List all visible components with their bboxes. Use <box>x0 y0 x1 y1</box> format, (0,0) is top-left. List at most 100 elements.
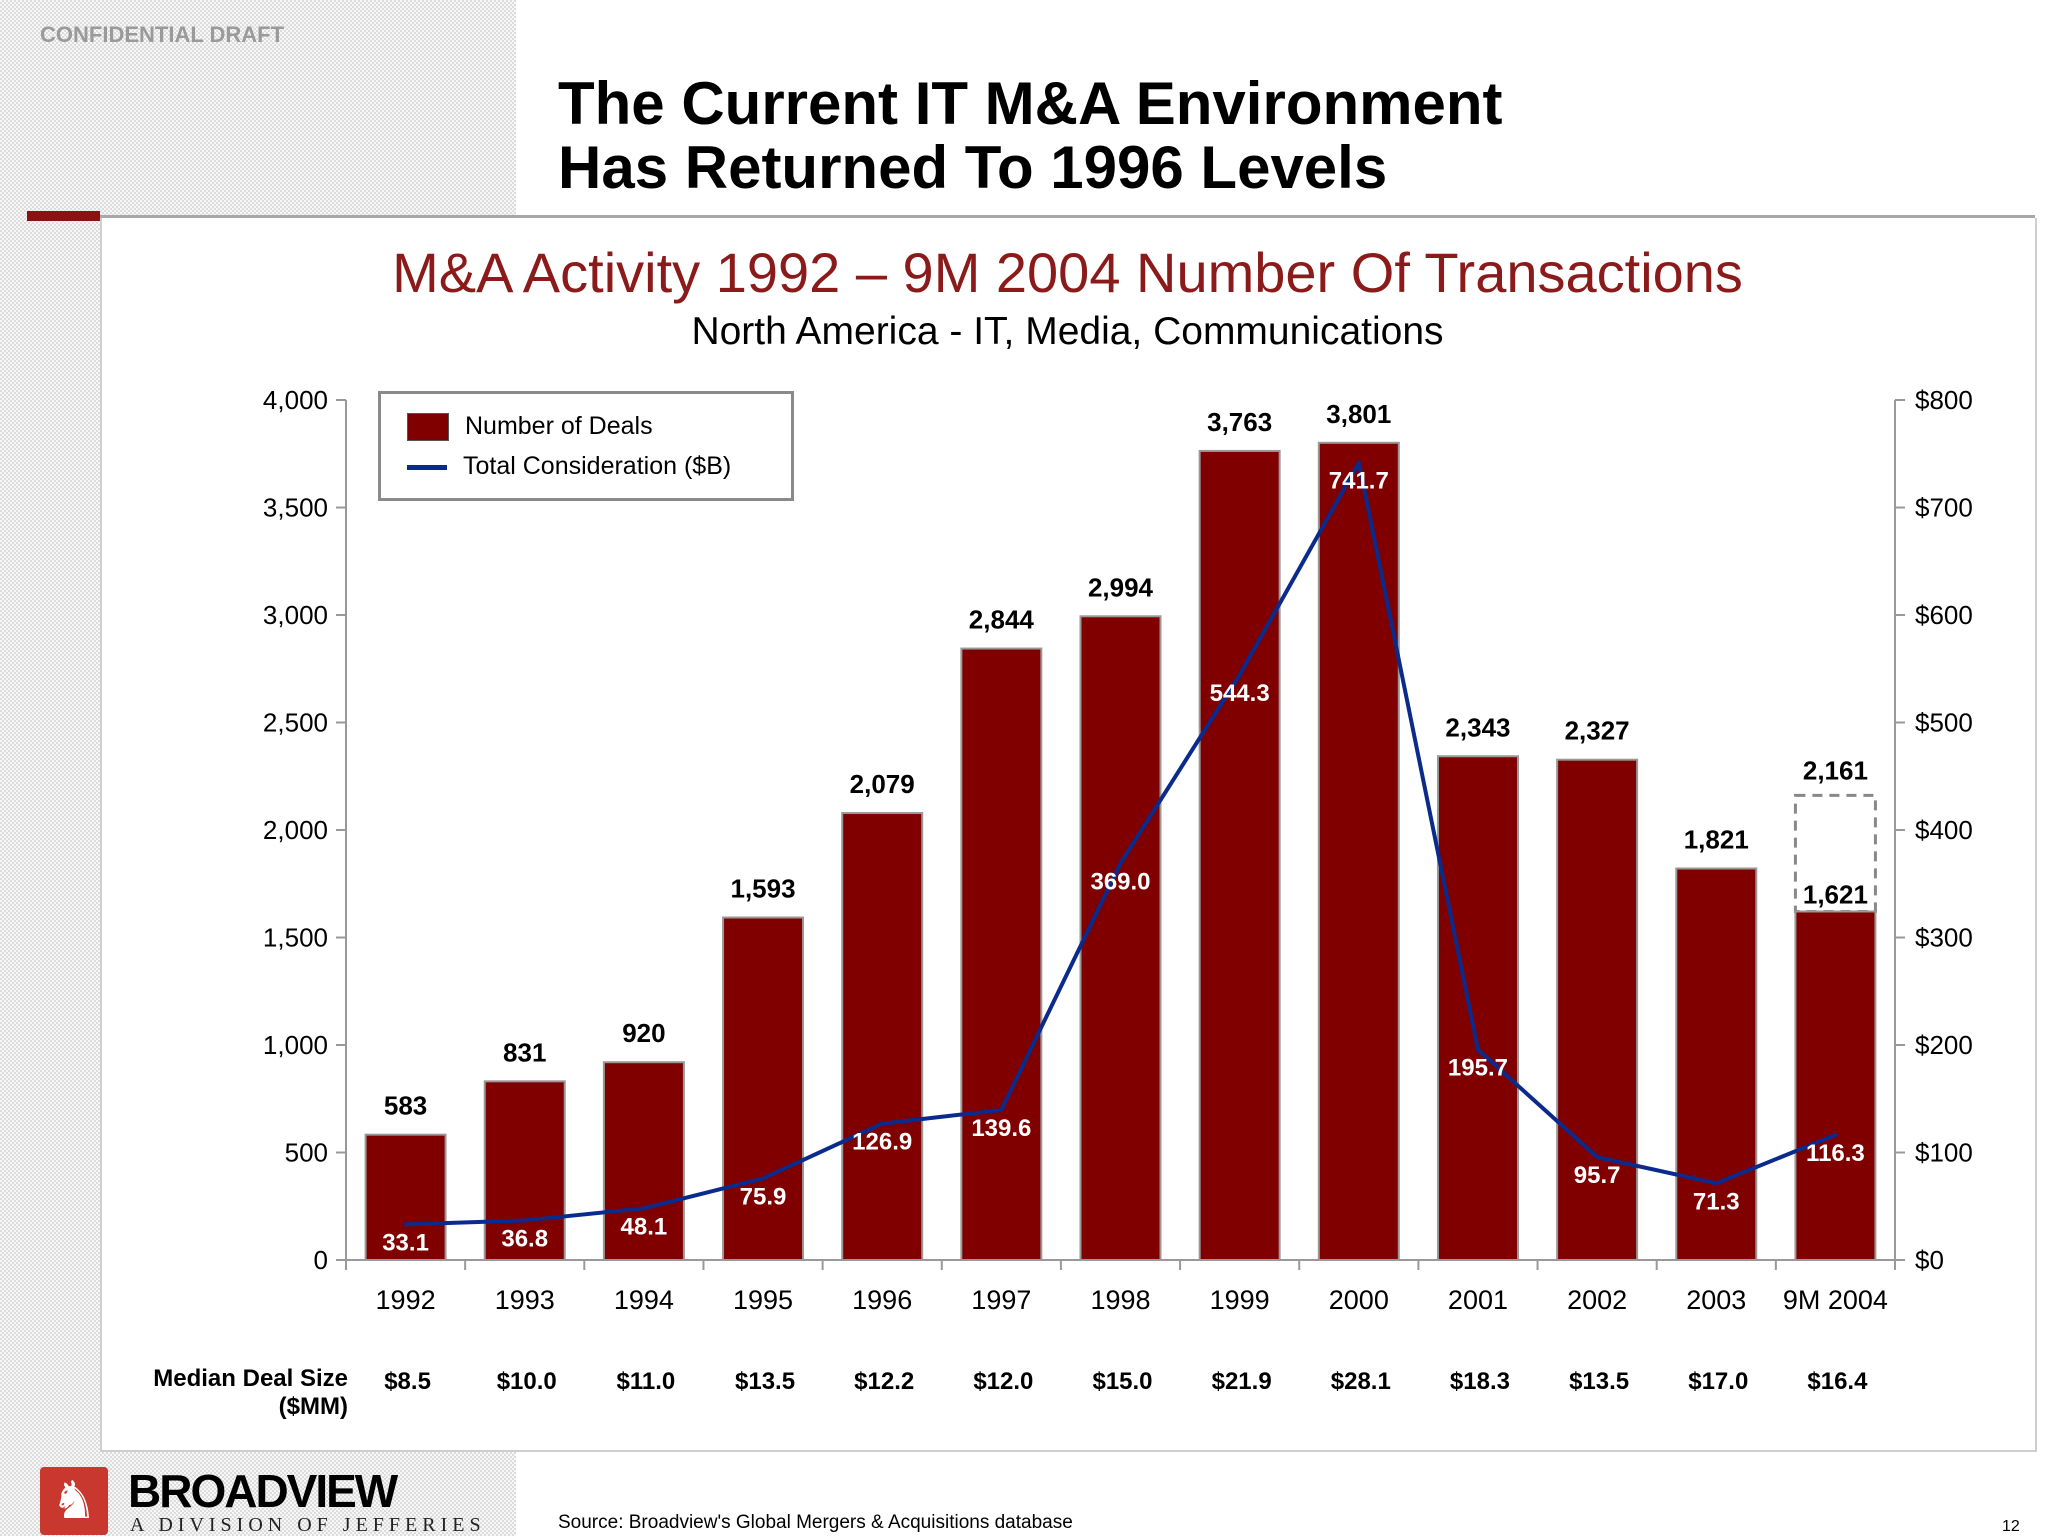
median-label-line1: Median Deal Size <box>153 1365 348 1392</box>
bar <box>1436 755 1519 1261</box>
accent-bar <box>27 211 100 221</box>
x-tick-label: 1996 <box>852 1285 912 1315</box>
bar-value-label: 1,593 <box>730 874 795 904</box>
x-tick-label: 1995 <box>733 1285 793 1315</box>
x-tick-label: 1998 <box>1090 1285 1150 1315</box>
bar-value-label: 1,621 <box>1803 879 1868 909</box>
bar-value-label: 1,821 <box>1684 824 1749 854</box>
right-tick-label: $0 <box>1915 1245 1944 1275</box>
median-deal-size-value: $10.0 <box>497 1368 557 1395</box>
right-tick-label: $200 <box>1915 1030 1973 1060</box>
median-deal-size-value: $17.0 <box>1688 1368 1748 1395</box>
bar <box>1079 615 1162 1261</box>
consideration-value-label: 48.1 <box>621 1213 668 1240</box>
x-tick-label: 2001 <box>1448 1285 1508 1315</box>
median-deal-size-value: $12.0 <box>973 1368 1033 1395</box>
consideration-value-label: 33.1 <box>382 1229 429 1256</box>
consideration-point <box>761 1176 766 1181</box>
median-deal-size-value: $13.5 <box>1569 1368 1629 1395</box>
left-tick-label: 1,000 <box>263 1030 328 1060</box>
legend-label: Number of Deals <box>465 412 653 440</box>
consideration-point <box>880 1121 885 1126</box>
bar-value-label: 3,801 <box>1326 399 1391 429</box>
source-note: Source: Broadview's Global Mergers & Acq… <box>558 1512 1073 1533</box>
consideration-value-label: 741.7 <box>1329 468 1389 495</box>
consideration-point <box>1714 1181 1719 1186</box>
consideration-point <box>1356 460 1361 465</box>
left-tick-label: 0 <box>314 1245 328 1275</box>
median-deal-size-value: $15.0 <box>1092 1368 1152 1395</box>
bar-value-label: 920 <box>622 1018 665 1048</box>
bar <box>1317 441 1400 1262</box>
consideration-point <box>1595 1155 1600 1160</box>
right-tick-label: $600 <box>1915 600 1973 630</box>
legend-item-consideration: Total Consideration ($B) <box>407 452 731 481</box>
left-tick-label: 1,500 <box>263 923 328 953</box>
consideration-point <box>522 1218 527 1223</box>
bar <box>1198 449 1281 1261</box>
annualized-estimate-label: 2,161 <box>1803 755 1868 785</box>
median-deal-size-value: $28.1 <box>1331 1368 1391 1395</box>
bar <box>1794 910 1877 1261</box>
right-tick-label: $500 <box>1915 708 1973 738</box>
left-tick-label: 2,500 <box>263 708 328 738</box>
median-deal-size-value: $13.5 <box>735 1368 795 1395</box>
right-tick-label: $800 <box>1915 385 1973 415</box>
x-tick-label: 2002 <box>1567 1285 1627 1315</box>
chart-title: M&A Activity 1992 – 9M 2004 Number Of Tr… <box>392 241 1743 304</box>
right-tick-label: $300 <box>1915 923 1973 953</box>
median-label-line2: ($MM) <box>278 1393 348 1420</box>
x-tick-label: 1993 <box>495 1285 555 1315</box>
right-tick-label: $700 <box>1915 493 1973 523</box>
bar-value-label: 2,844 <box>969 605 1035 635</box>
legend-label: Total Consideration ($B) <box>463 452 732 480</box>
page-number: 12 <box>2002 1518 2020 1535</box>
consideration-value-label: 544.3 <box>1210 680 1270 707</box>
legend: Number of Deals Total Consideration ($B) <box>378 391 794 501</box>
chart-subtitle: North America - IT, Media, Communication… <box>691 310 1444 353</box>
consideration-value-label: 126.9 <box>852 1129 912 1156</box>
left-tick-label: 2,000 <box>263 815 328 845</box>
consideration-value-label: 95.7 <box>1574 1162 1621 1189</box>
bar-value-label: 3,763 <box>1207 407 1272 437</box>
bar <box>364 1133 447 1262</box>
consideration-point <box>1237 672 1242 677</box>
bar <box>1675 867 1758 1261</box>
consideration-point <box>403 1222 408 1227</box>
bar <box>841 812 924 1261</box>
page-title-line2: Has Returned To 1996 Levels <box>558 134 1388 201</box>
right-tick-label: $400 <box>1915 815 1973 845</box>
consideration-value-label: 369.0 <box>1090 868 1150 895</box>
left-tick-label: 3,500 <box>263 493 328 523</box>
x-tick-label: 1999 <box>1210 1285 1270 1315</box>
consideration-point <box>1118 861 1123 866</box>
x-tick-label: 9M 2004 <box>1783 1285 1888 1315</box>
bar-value-label: 831 <box>503 1037 546 1067</box>
bar-value-label: 2,079 <box>850 769 915 799</box>
x-tick-label: 2003 <box>1686 1285 1746 1315</box>
bar <box>960 647 1043 1261</box>
consideration-value-label: 75.9 <box>740 1183 787 1210</box>
left-tick-label: 500 <box>285 1138 328 1168</box>
brand-name: BROADVIEW <box>128 1465 398 1517</box>
confidential-label: CONFIDENTIAL DRAFT <box>40 22 285 47</box>
left-tick-label: 4,000 <box>263 385 328 415</box>
page-title: The Current IT M&A Environment Has Retur… <box>558 72 1502 200</box>
consideration-value-label: 139.6 <box>971 1115 1031 1142</box>
bar-value-label: 2,994 <box>1088 572 1154 602</box>
consideration-point <box>1475 1047 1480 1052</box>
consideration-point <box>641 1206 646 1211</box>
median-deal-size-label: Median Deal Size ($MM) <box>100 1365 348 1421</box>
median-deal-size-value: $12.2 <box>854 1368 914 1395</box>
title-rule <box>100 215 2035 218</box>
consideration-value-label: 116.3 <box>1806 1140 1865 1167</box>
median-deal-size-value: $18.3 <box>1450 1368 1510 1395</box>
lion-logo-icon: ♞ <box>40 1467 108 1535</box>
bar <box>602 1061 685 1261</box>
x-tick-label: 1997 <box>971 1285 1031 1315</box>
annualized-estimate-box <box>1793 793 1877 913</box>
x-tick-label: 1992 <box>376 1285 436 1315</box>
left-tick-label: 3,000 <box>263 600 328 630</box>
x-tick-label: 2000 <box>1329 1285 1389 1315</box>
